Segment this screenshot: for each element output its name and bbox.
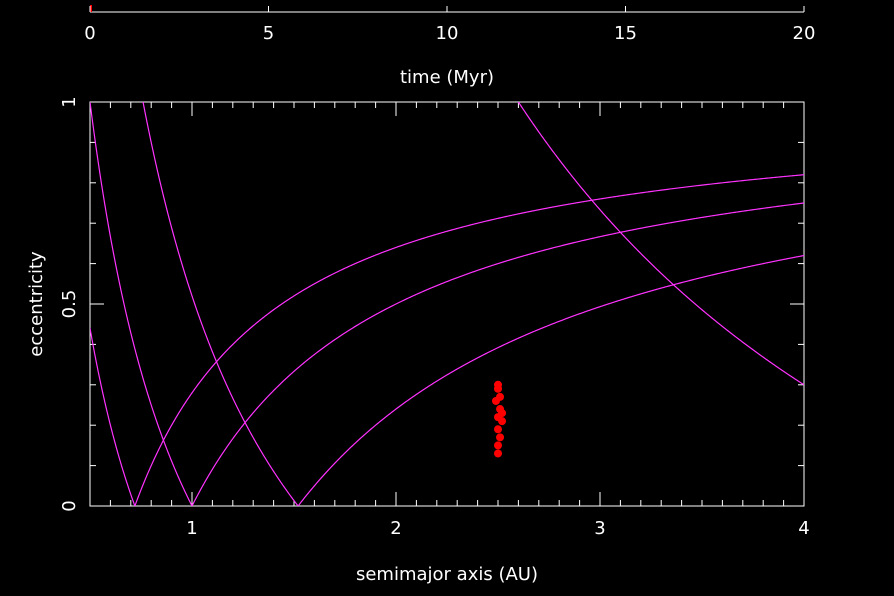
y-tick-label: 0.5 (59, 290, 80, 319)
time-axis-label: time (Myr) (400, 67, 494, 88)
x-tick-label: 4 (798, 518, 809, 539)
asteroid-point (496, 433, 505, 442)
asteroid-point (494, 441, 502, 450)
time-ticks: 0 5 10 15 20 (84, 6, 815, 44)
time-tick-label: 15 (614, 23, 637, 44)
y-axis-label: eccentricity (26, 251, 47, 357)
time-tick-label: 10 (436, 23, 459, 44)
time-tick-label: 0 (84, 23, 95, 44)
perihelion-curve (191, 202, 804, 506)
time-bar: 0 5 10 15 20 time (Myr) (84, 5, 815, 88)
time-tick-label: 20 (793, 23, 816, 44)
main-ticks: 1 2 3 4 0 0.5 1 (59, 96, 810, 539)
aphelion-curve (517, 102, 804, 386)
asteroid-point (494, 449, 502, 458)
time-tick-label: 5 (263, 23, 274, 44)
asteroid-point (494, 380, 502, 389)
perihelion-curve (297, 254, 804, 506)
y-tick-label: 0 (59, 500, 80, 511)
asteroid-point (498, 409, 507, 418)
aphelion-curve (142, 102, 299, 506)
aphelion-curve (90, 102, 193, 506)
asteroid-points (491, 380, 507, 458)
orbit-curves (90, 102, 804, 506)
plot-frame (89, 101, 805, 507)
aphelion-curve (90, 328, 136, 506)
time-progress-fill (90, 5, 92, 12)
main-plot: 1 2 3 4 0 0.5 1 semimajor axis (AU) eccentrici… (26, 96, 810, 585)
x-axis-label: semimajor axis (AU) (356, 564, 538, 585)
y-tick-label: 1 (59, 96, 80, 107)
asteroid-point (496, 392, 505, 401)
asteroid-point (494, 425, 502, 434)
perihelion-curve (134, 174, 804, 506)
x-tick-label: 3 (594, 518, 605, 539)
x-tick-label: 2 (390, 518, 401, 539)
x-tick-label: 1 (186, 518, 197, 539)
